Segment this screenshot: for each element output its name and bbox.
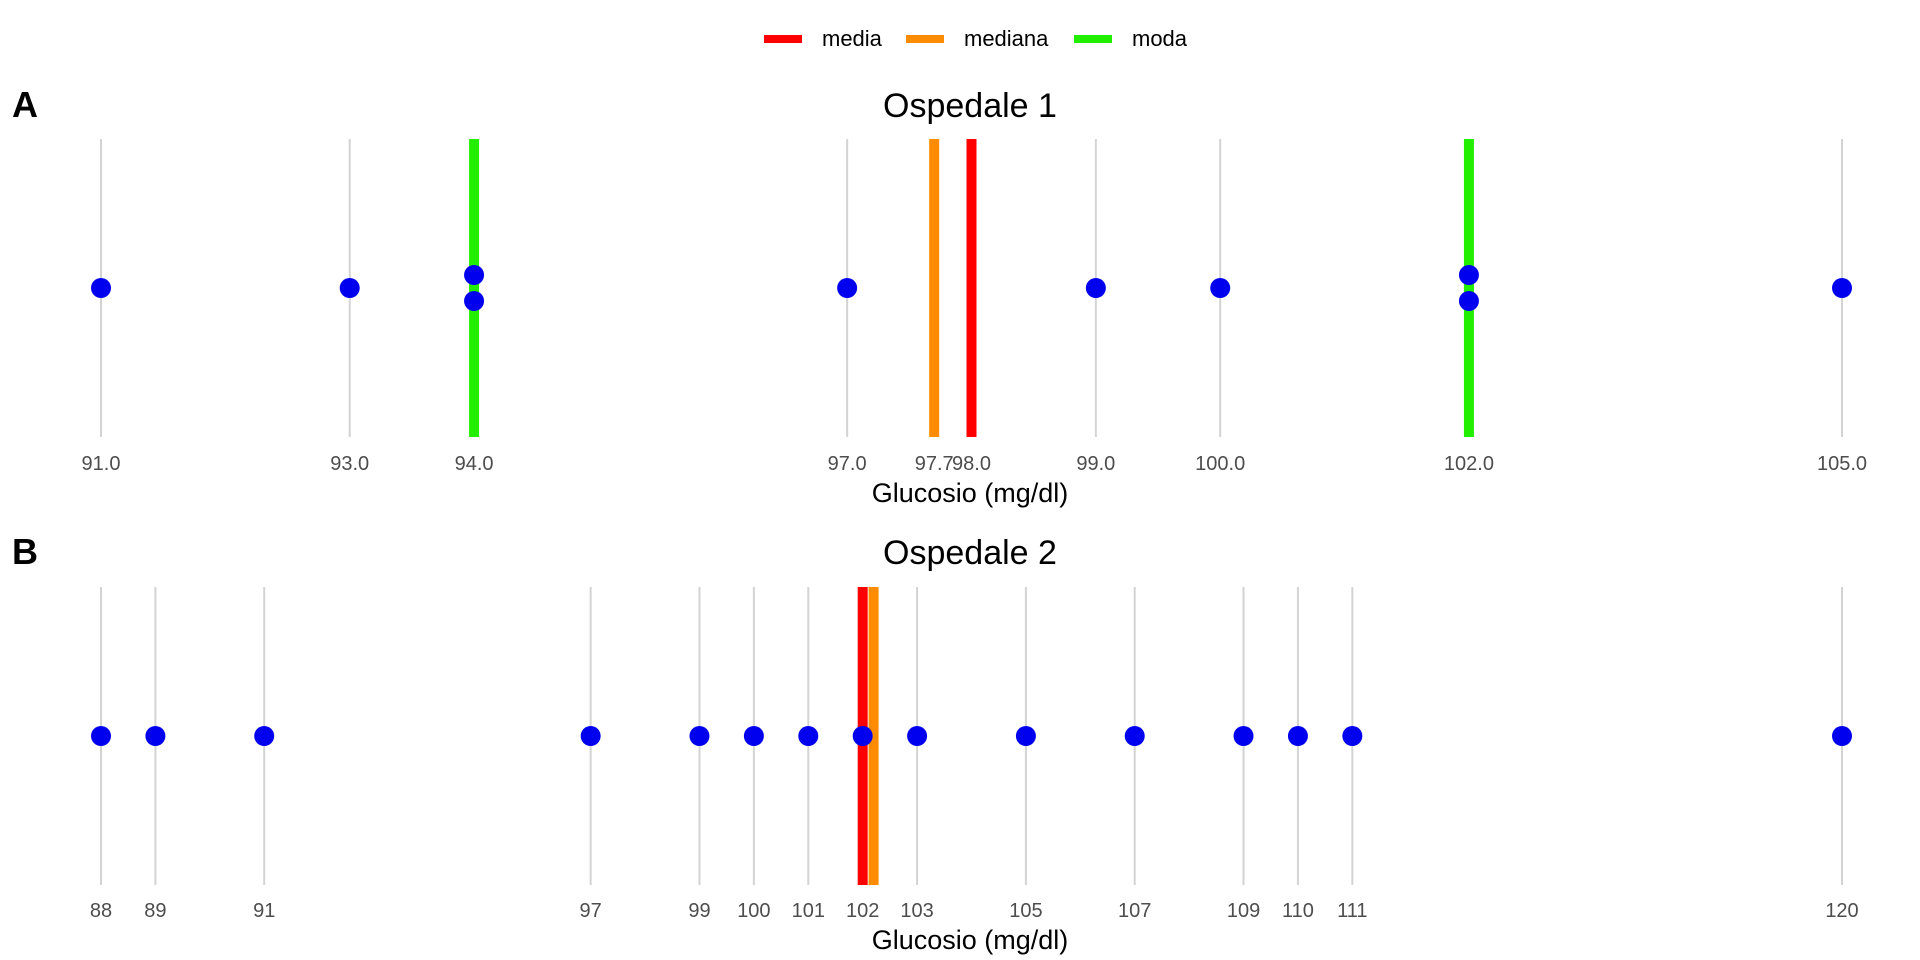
data-point	[1458, 265, 1479, 285]
data-point	[1458, 291, 1479, 311]
data-points-b	[91, 726, 1852, 746]
data-point	[1015, 726, 1036, 746]
x-tick-label: 91.0	[82, 453, 121, 475]
panel-title-b: Ospedale 2	[883, 534, 1057, 572]
data-point	[1085, 278, 1106, 298]
x-tick-label: 101	[792, 900, 825, 922]
data-point	[1342, 726, 1363, 746]
x-tick-label: 97.7	[915, 453, 954, 475]
x-tick-label: 105.0	[1817, 453, 1867, 475]
legend-label-moda: moda	[1132, 26, 1188, 51]
panel-title-a: Ospedale 1	[883, 87, 1057, 125]
legend-swatch-media	[764, 35, 802, 43]
data-point	[689, 726, 710, 746]
data-point	[1832, 726, 1852, 746]
data-point	[464, 265, 485, 285]
panel-tag-b: B	[12, 531, 38, 572]
x-axis-label-a: Glucosio (mg/dl)	[872, 478, 1069, 508]
x-tick-label: 110	[1282, 900, 1314, 922]
data-point	[1287, 726, 1308, 746]
x-tick-label: 93.0	[330, 453, 369, 475]
data-point	[580, 726, 601, 746]
data-point	[1124, 726, 1145, 746]
x-tick-label: 88	[90, 900, 112, 922]
data-point	[743, 726, 764, 746]
legend-label-media: media	[822, 26, 883, 51]
x-tick-label: 97.0	[828, 453, 867, 475]
x-tick-label: 97	[580, 900, 602, 922]
panel-b: B Ospedale 2 88 89 91 97 99 100 101 102 103 105 10…	[12, 531, 1859, 955]
data-point	[1210, 278, 1231, 298]
legend-swatch-mediana	[906, 35, 944, 43]
data-point	[852, 726, 873, 746]
data-point	[1233, 726, 1254, 746]
legend-label-mediana: mediana	[964, 26, 1049, 51]
x-tick-label: 109	[1227, 900, 1260, 922]
x-tick-label: 98.0	[952, 453, 991, 475]
x-tick-label: 107	[1118, 900, 1151, 922]
data-point	[798, 726, 819, 746]
stat-lines-a	[469, 139, 1474, 437]
data-points-a	[91, 265, 1852, 311]
legend: media mediana moda	[764, 26, 1188, 51]
x-tick-label: 100.0	[1195, 453, 1245, 475]
data-point	[837, 278, 858, 298]
x-tick-label: 105	[1009, 900, 1042, 922]
panel-a: A Ospedale 1 91.0 93.0 94.0 97.0 97.798.0 99.…	[12, 84, 1867, 508]
data-point	[1832, 278, 1852, 298]
grid-lines-b	[100, 587, 1843, 885]
x-tick-label: 102.0	[1444, 453, 1494, 475]
x-tick-label: 111	[1337, 900, 1367, 922]
x-tick-label: 94.0	[455, 453, 494, 475]
tick-labels-b: 88 89 91 97 99 100 101 102 103 105 107 109 110 111 120	[90, 900, 1859, 922]
data-point	[91, 726, 111, 746]
x-tick-label: 99.0	[1076, 453, 1115, 475]
x-tick-label: 102	[846, 900, 879, 922]
data-point	[254, 726, 275, 746]
data-point	[91, 278, 111, 298]
x-tick-label: 100	[737, 900, 770, 922]
x-tick-label: 103	[900, 900, 933, 922]
panel-tag-a: A	[12, 84, 38, 125]
data-point	[145, 726, 166, 746]
x-tick-label: 89	[144, 900, 166, 922]
data-point	[339, 278, 360, 298]
x-tick-label: 120	[1825, 900, 1858, 922]
tick-labels-a: 91.0 93.0 94.0 97.0 97.798.0 99.0 100.0 102.0 10…	[82, 453, 1868, 475]
data-point	[464, 291, 485, 311]
data-point	[907, 726, 928, 746]
x-tick-label: 99	[688, 900, 710, 922]
x-axis-label-b: Glucosio (mg/dl)	[872, 925, 1069, 955]
legend-swatch-moda	[1074, 35, 1112, 43]
x-tick-label: 91	[253, 900, 275, 922]
